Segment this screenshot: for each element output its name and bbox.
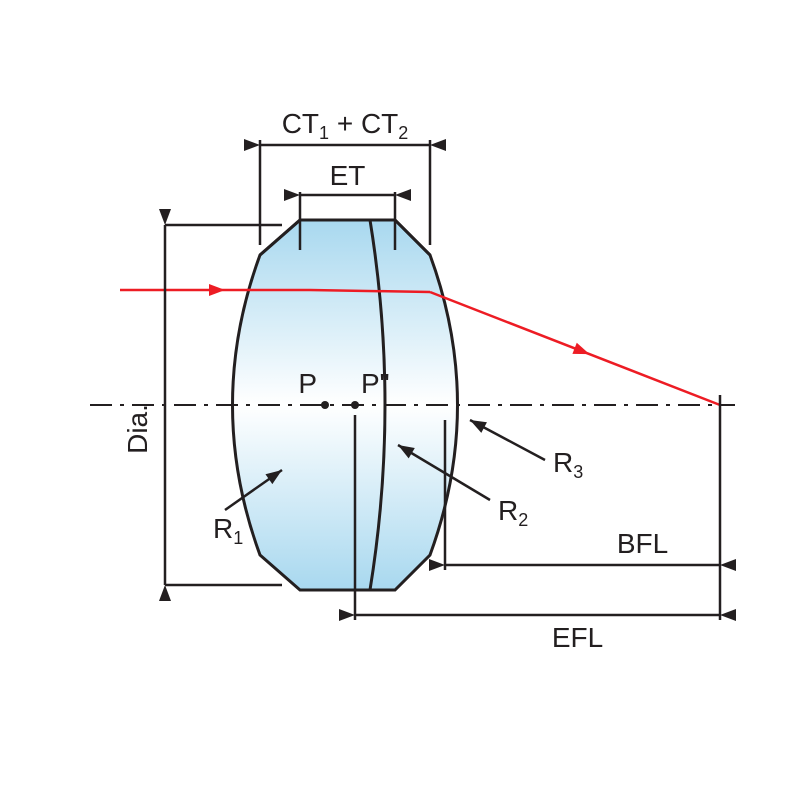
svg-text:R3: R3 — [553, 447, 583, 482]
svg-text:EFL: EFL — [552, 622, 603, 653]
svg-text:BFL: BFL — [617, 528, 668, 559]
svg-text:P": P" — [361, 368, 390, 399]
svg-text:P: P — [298, 368, 317, 399]
svg-text:Dia.: Dia. — [122, 404, 153, 454]
point-p2 — [351, 401, 359, 409]
svg-text:R1: R1 — [213, 513, 243, 548]
point-p — [321, 401, 329, 409]
svg-text:R2: R2 — [498, 495, 528, 530]
svg-text:CT1 + CT2: CT1 + CT2 — [282, 108, 409, 143]
svg-text:ET: ET — [330, 160, 366, 191]
